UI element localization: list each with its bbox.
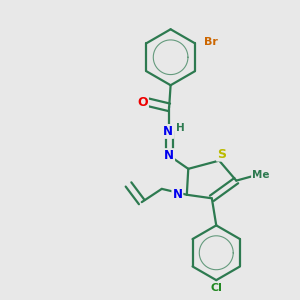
Text: H: H <box>176 123 185 133</box>
Text: N: N <box>172 188 182 201</box>
Text: N: N <box>163 125 173 138</box>
Text: N: N <box>164 149 174 162</box>
Text: Me: Me <box>252 170 269 180</box>
Text: S: S <box>217 148 226 160</box>
Text: Cl: Cl <box>210 284 222 293</box>
Text: Br: Br <box>204 37 218 47</box>
Text: O: O <box>137 95 148 109</box>
